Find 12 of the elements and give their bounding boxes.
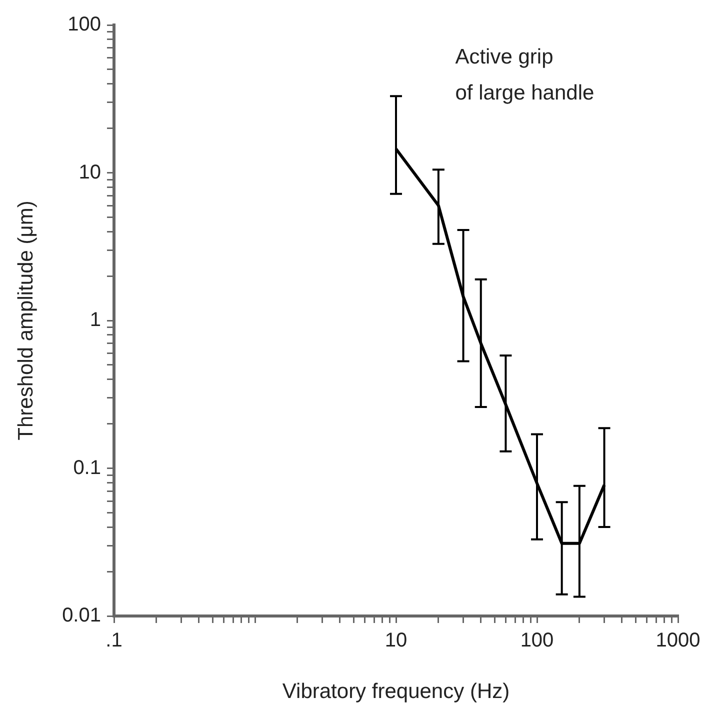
y-tick-label: 10 — [78, 161, 101, 184]
x-tick-label: 1000 — [656, 630, 700, 652]
y-tick-label: 0.1 — [73, 456, 101, 479]
y-tick-label: 0.01 — [62, 604, 101, 627]
x-tick-label: 100 — [520, 630, 554, 652]
annotation: Active grip of large handle — [455, 45, 594, 104]
x-tick-label: 10 — [384, 630, 408, 652]
x-tick-label: .1 — [106, 630, 122, 652]
y-axis-title: Threshold amplitude (μm) — [14, 200, 38, 440]
x-axis-title: Vibratory frequency (Hz) — [282, 680, 510, 704]
y-tick-label: 100 — [68, 14, 101, 36]
y-tick-label: 1 — [90, 309, 101, 332]
